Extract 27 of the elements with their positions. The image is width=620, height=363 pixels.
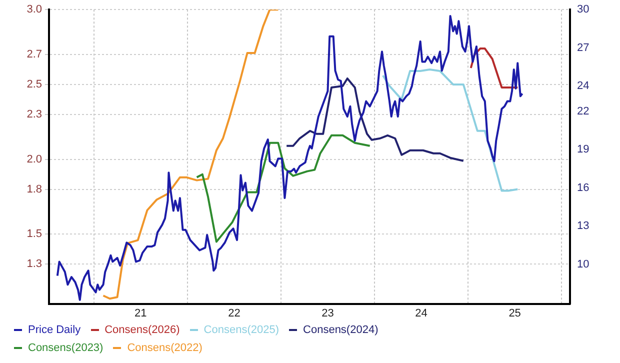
x-tick-label: 23 [322,308,334,320]
y2-tick-label: 13 [577,220,590,232]
y2-tick-label: 10 [577,258,590,270]
y-tick-label: 3.0 [26,4,42,16]
legend-label: Consens(2026) [104,324,180,336]
y-tick-label: 2.7 [26,48,42,61]
y2-tick-label: 30 [577,4,590,16]
legend-label: Consens(2022) [127,342,202,354]
y2-tick-label: 16 [577,182,590,194]
legend-label: Consens(2024) [303,324,378,336]
x-tick-label: 25 [508,308,521,320]
y2-tick-label: 27 [577,42,590,54]
legend-label: Consens(2025) [204,324,280,336]
y2-tick-label: 22 [577,106,590,118]
x-tick-label: 24 [415,308,428,320]
x-tick-label: 21 [134,308,147,320]
y-tick-label: 2.5 [26,78,42,91]
y-tick-label: 2.0 [26,153,42,166]
y-tick-label: 1.8 [26,183,42,196]
legend-label: Consens(2023) [28,342,104,354]
y-tick-label: 1.5 [26,228,42,240]
y-tick-label: 2.3 [26,108,42,120]
y-tick-label: 1.3 [26,258,42,270]
y2-tick-label: 19 [577,144,590,156]
legend-label: Price Daily [28,324,81,336]
y2-tick-label: 24 [577,80,590,92]
x-tick-label: 22 [228,308,240,320]
